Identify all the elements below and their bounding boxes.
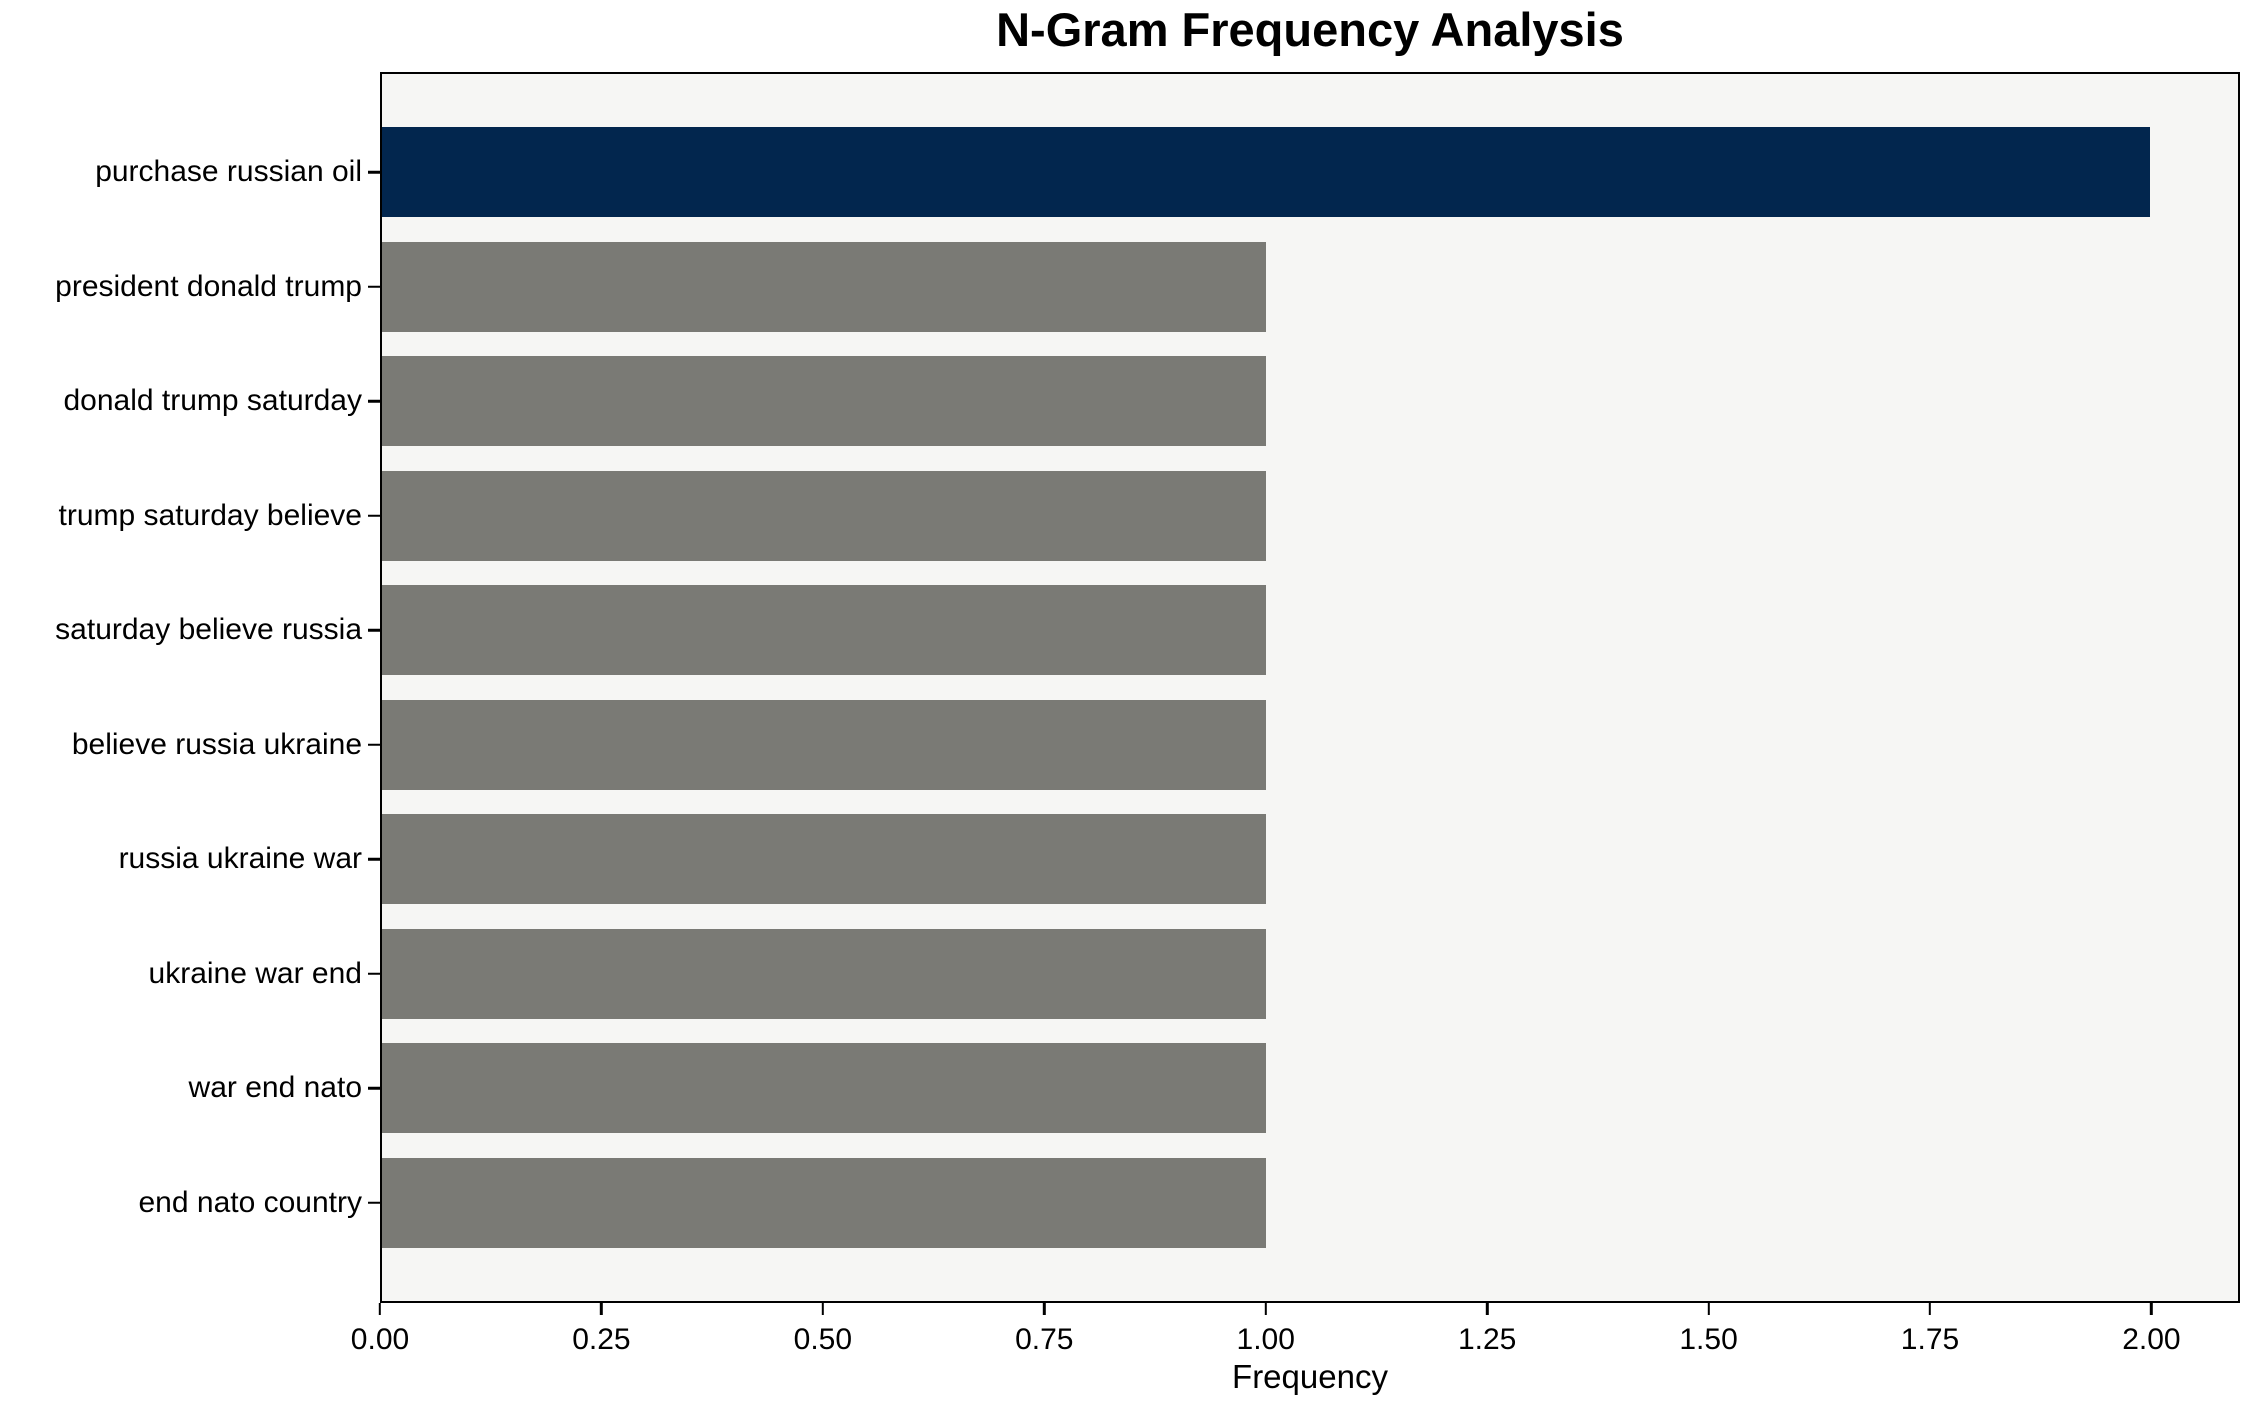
bar-row: end nato country (139, 1157, 2238, 1248)
y-tick-label: end nato country (138, 1185, 363, 1219)
x-tick-mark (1264, 1303, 1267, 1315)
bar-row: president donald trump (55, 241, 2238, 332)
x-tick: 1.25 (1458, 1303, 1516, 1357)
chart-title: N-Gram Frequency Analysis (996, 3, 1624, 56)
bar-row: russia ukraine war (119, 814, 2238, 905)
x-tick-mark (378, 1303, 382, 1315)
bar (382, 699, 1266, 790)
x-tick: 1.50 (1679, 1303, 1738, 1357)
bar (382, 1157, 1266, 1248)
bar (382, 356, 1266, 447)
y-tick-mark (367, 399, 380, 403)
bar (382, 1043, 1266, 1134)
y-tick-mark (367, 628, 380, 632)
x-tick-mark (600, 1303, 603, 1315)
y-tick-mark (367, 858, 380, 861)
y-tick-mark (367, 285, 380, 288)
x-tick-label: 0.25 (572, 1323, 631, 1356)
y-tick-label: trump saturday believe (58, 498, 363, 532)
x-tick-label: 0.75 (1015, 1323, 1074, 1356)
y-tick-label: donald trump saturday (63, 384, 362, 418)
x-tick: 0.75 (1015, 1303, 1073, 1357)
y-tick-label: saturday believe russia (55, 613, 362, 647)
x-tick-mark (2150, 1303, 2153, 1315)
plot-area: purchase russian oil president donald tru… (55, 72, 2240, 1303)
y-tick-label: russia ukraine war (118, 842, 362, 876)
x-axis-title: Frequency (1232, 1358, 1388, 1395)
y-tick-label: purchase russian oil (95, 155, 362, 188)
bar (382, 241, 1266, 332)
bar-row: purchase russian oil (95, 127, 2238, 217)
x-tick-mark (1043, 1303, 1046, 1315)
x-tick-mark (1928, 1303, 1932, 1315)
x-tick: 0.00 (351, 1303, 409, 1357)
y-tick-mark (367, 743, 380, 746)
x-tick: 0.25 (572, 1303, 631, 1357)
bars-container: purchase russian oil president donald tru… (55, 74, 2238, 1301)
x-tick-label: 1.25 (1457, 1323, 1517, 1356)
y-tick-label: ukraine war end (148, 956, 362, 990)
bar-row: believe russia ukraine (72, 699, 2238, 790)
bar (382, 127, 2150, 217)
bar (382, 470, 1266, 561)
y-tick-mark (367, 972, 380, 976)
x-tick-label: 0.50 (793, 1323, 853, 1356)
x-tick-label: 1.00 (1236, 1323, 1295, 1356)
bar-row: saturday believe russia (55, 585, 2238, 676)
bar (382, 814, 1266, 905)
x-tick: 0.50 (794, 1303, 852, 1357)
y-tick-label: president donald trump (55, 269, 362, 303)
y-tick-label: believe russia ukraine (71, 727, 362, 761)
x-tick-label: 1.50 (1679, 1323, 1738, 1356)
bar-row: donald trump saturday (63, 356, 2238, 447)
x-tick: 1.00 (1237, 1303, 1295, 1357)
x-tick-mark (821, 1303, 825, 1315)
bar-row: trump saturday believe (59, 470, 2238, 561)
x-tick-label: 1.75 (1900, 1323, 1960, 1356)
x-tick-label: 0.00 (350, 1323, 410, 1356)
y-tick-mark (367, 1087, 380, 1090)
x-tick-label: 2.00 (2122, 1323, 2181, 1356)
bar (382, 585, 1266, 676)
x-axis: 0.00 0.25 0.50 0.75 1.00 1.25 1.50 1.75 2.00 (351, 1303, 2240, 1373)
bar-row: war end nato (189, 1043, 2238, 1134)
x-tick-mark (1707, 1303, 1710, 1315)
y-tick-mark (367, 1201, 380, 1205)
y-tick-mark (367, 170, 380, 174)
x-tick: 1.75 (1901, 1303, 1959, 1357)
y-tick-label: war end nato (188, 1071, 362, 1105)
bar-row: ukraine war end (149, 928, 2238, 1019)
y-tick-mark (367, 514, 380, 517)
x-tick-mark (1485, 1303, 1489, 1315)
x-tick: 2.00 (2122, 1303, 2181, 1357)
bar (382, 928, 1266, 1019)
